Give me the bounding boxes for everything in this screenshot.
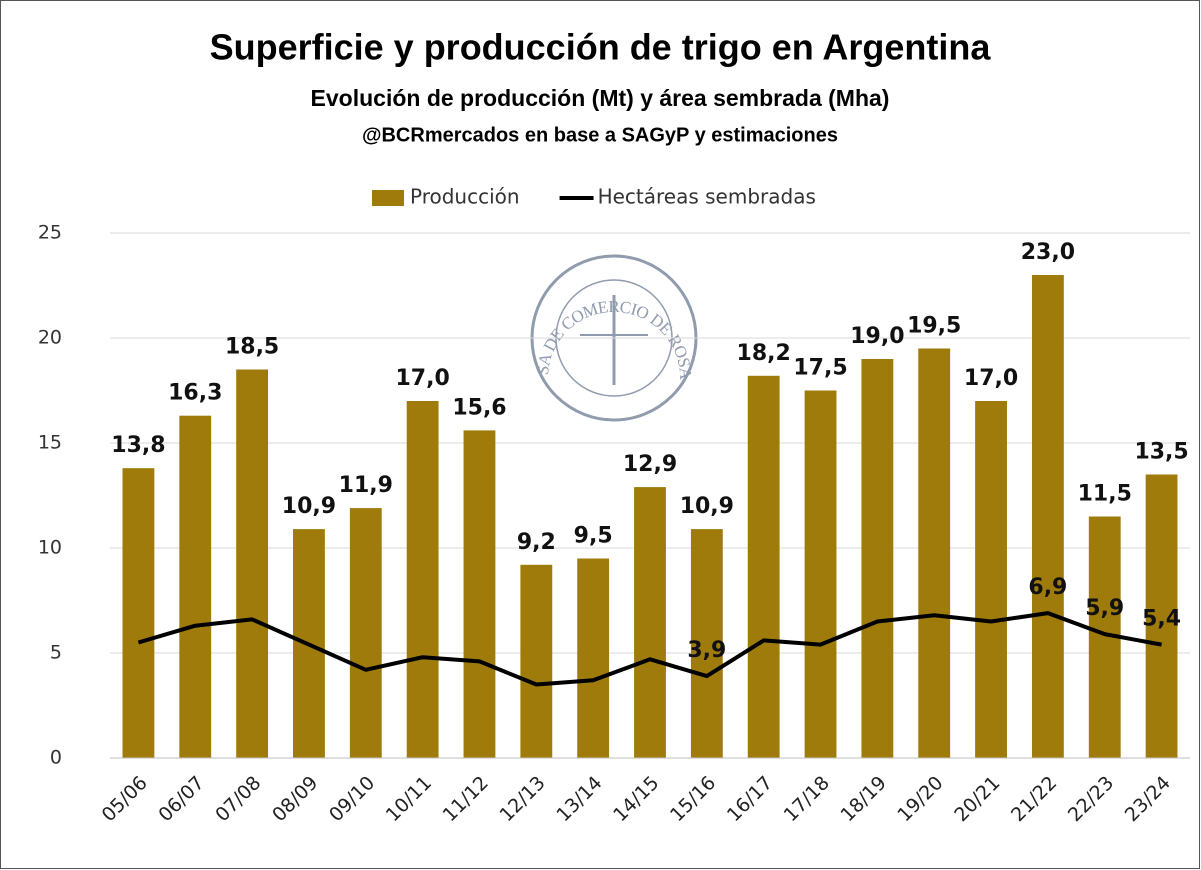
- bar-value-label: 18,2: [737, 341, 791, 366]
- chart-title: Superficie y producción de trigo en Arge…: [210, 27, 992, 68]
- bar: [179, 415, 212, 758]
- bar: [1031, 275, 1064, 758]
- legend-label: Hectáreas sembradas: [598, 185, 816, 209]
- y-tick-label: 10: [38, 537, 62, 559]
- bar-value-label: 13,8: [111, 433, 165, 458]
- line-value-label: 5,9: [1085, 596, 1124, 621]
- bar-value-label: 17,0: [964, 366, 1018, 391]
- bar-value-label: 18,5: [225, 335, 279, 360]
- legend-label: Producción: [410, 185, 520, 209]
- bar-value-label: 17,0: [395, 366, 449, 391]
- bar-value-label: 12,9: [623, 452, 677, 477]
- bar-value-label: 19,5: [907, 314, 961, 339]
- bar: [918, 348, 951, 758]
- line-value-label: 6,9: [1028, 575, 1067, 600]
- line-value-label: 3,9: [687, 638, 726, 663]
- chart-source: @BCRmercados en base a SAGyP y estimacio…: [362, 124, 838, 146]
- bar-value-label: 17,5: [793, 356, 847, 381]
- bar-value-label: 10,9: [680, 494, 734, 519]
- bar: [406, 401, 439, 758]
- bar: [463, 430, 496, 758]
- bar-value-label: 11,5: [1078, 482, 1132, 507]
- bar: [122, 468, 155, 758]
- y-tick-label: 0: [50, 747, 62, 769]
- bar: [690, 529, 723, 758]
- bar: [975, 401, 1007, 758]
- chart-subtitle: Evolución de producción (Mt) y área semb…: [311, 85, 890, 111]
- bar: [349, 508, 382, 758]
- line-value-label: 5,4: [1142, 607, 1181, 632]
- bar-value-label: 10,9: [282, 494, 336, 519]
- bar-value-label: 9,5: [574, 524, 613, 549]
- bar: [1145, 474, 1178, 758]
- bar-value-label: 23,0: [1021, 240, 1075, 265]
- bar-value-label: 19,0: [850, 324, 904, 349]
- y-tick-label: 5: [50, 642, 62, 664]
- y-tick-label: 20: [38, 327, 62, 349]
- y-tick-label: 15: [38, 432, 62, 454]
- bar-value-label: 15,6: [452, 395, 506, 420]
- bar: [236, 369, 269, 758]
- bar-value-label: 9,2: [517, 530, 556, 555]
- bar-value-label: 13,5: [1134, 440, 1188, 465]
- bar-value-label: 11,9: [339, 473, 393, 498]
- legend-swatch: [372, 190, 404, 206]
- bar: [861, 359, 894, 758]
- bar: [520, 564, 553, 758]
- bar: [747, 375, 780, 758]
- line: [137, 611, 1162, 687]
- bar: [804, 390, 837, 758]
- bar: [577, 558, 610, 758]
- bar-value-label: 16,3: [168, 381, 222, 406]
- bar: [634, 487, 666, 758]
- y-tick-label: 25: [38, 222, 62, 244]
